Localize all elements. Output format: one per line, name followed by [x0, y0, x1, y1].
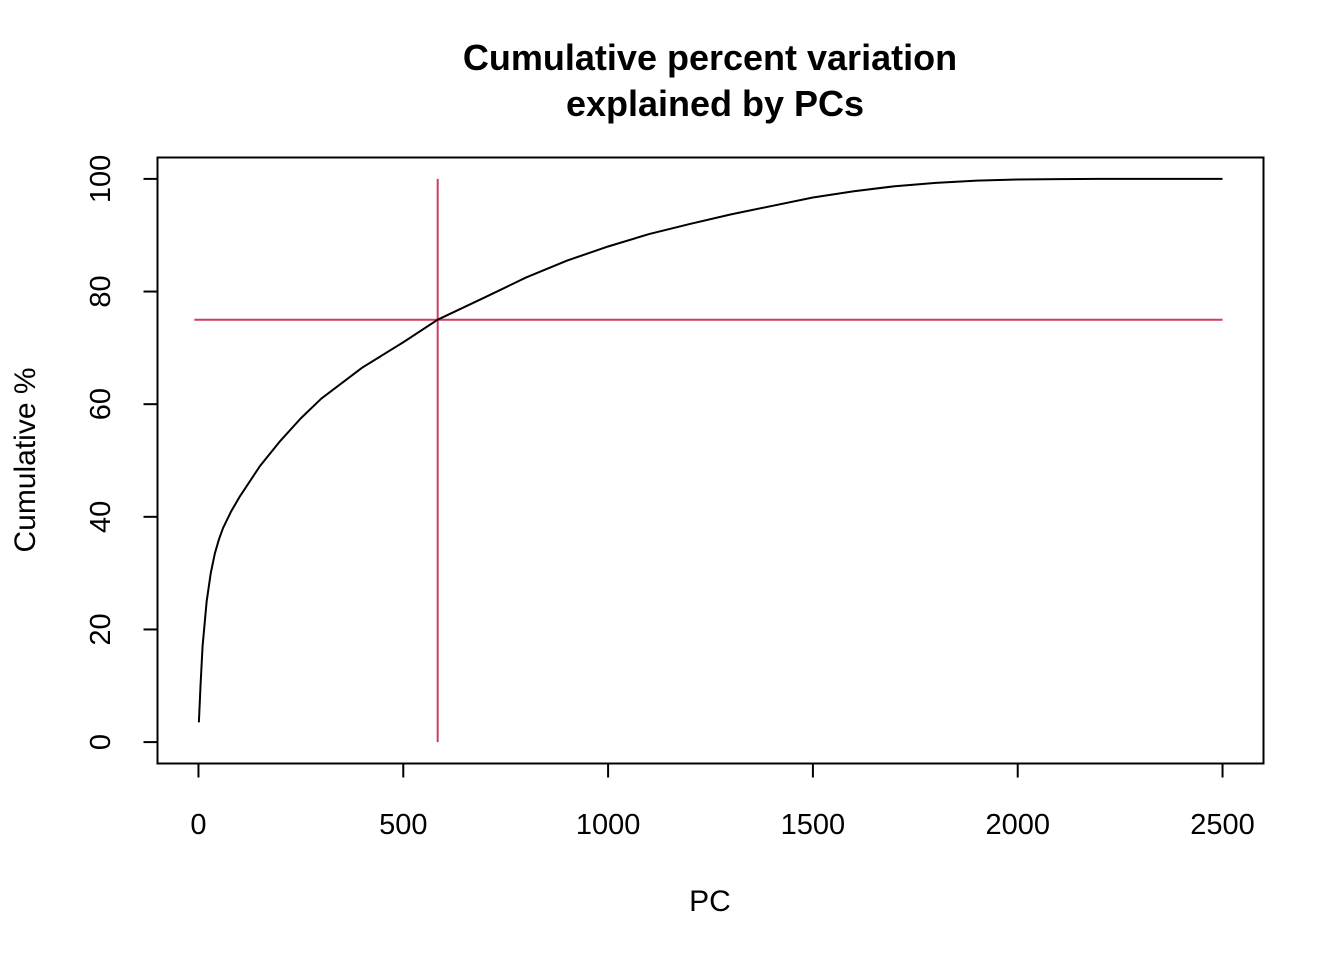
y-tick-label: 40 [85, 501, 117, 533]
x-tick-label: 2500 [1190, 809, 1255, 841]
y-axis-label: Cumulative % [9, 367, 42, 552]
y-tick-label: 100 [85, 155, 117, 203]
x-axis-label: PC [689, 885, 731, 918]
chart-title-line-1: Cumulative percent variation [463, 37, 957, 78]
data-series [197, 177, 1223, 723]
x-tick-label: 1000 [576, 809, 641, 841]
x-tick-label: 0 [190, 809, 206, 841]
x-tick-label: 2000 [985, 809, 1050, 841]
series-line-1 [197, 177, 1223, 723]
x-axis: 0 500 1000 1500 2000 2500 [190, 762, 1255, 841]
plot-frame [156, 156, 1265, 765]
y-tick-label: 60 [85, 388, 117, 420]
chart-title-line-2: explained by PCs [566, 83, 864, 124]
y-tick-label: 20 [85, 613, 117, 645]
y-axis: 0 20 40 60 80 100 [85, 155, 159, 750]
reference-lines [194, 178, 1223, 743]
y-tick-label: 80 [85, 275, 117, 307]
x-tick-label: 500 [379, 809, 427, 841]
x-tick-label: 1500 [781, 809, 846, 841]
y-tick-label: 0 [85, 734, 117, 750]
